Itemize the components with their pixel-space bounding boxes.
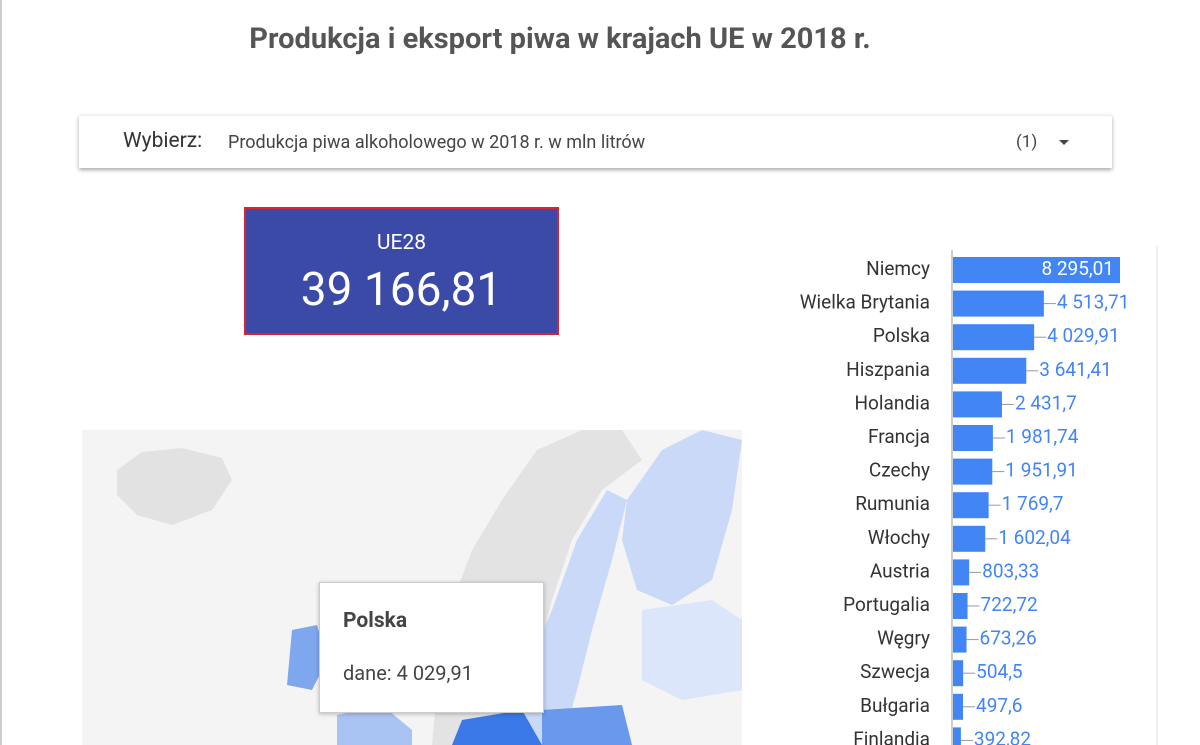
bar (953, 425, 993, 451)
value-label: 2 431,7 (1015, 391, 1077, 414)
category-label: Francja (868, 425, 930, 448)
value-label: 3 641,41 (1039, 358, 1112, 381)
bar (953, 727, 961, 745)
category-label: Hiszpania (846, 358, 930, 381)
value-label: 803,33 (982, 559, 1039, 582)
kpi-box: UE28 39 166,81 (244, 207, 559, 335)
category-label: Portugalia (843, 593, 930, 616)
iceland (117, 448, 232, 525)
category-label: Szwecja (860, 660, 930, 683)
value-label: 722,72 (981, 593, 1038, 616)
tooltip-text: dane: 4 029,91 (343, 661, 473, 685)
bar (953, 257, 1120, 283)
bar (953, 593, 968, 619)
category-label: Austria (870, 559, 930, 582)
bar (953, 458, 993, 485)
bar (953, 290, 1044, 317)
category-label: Niemcy (866, 257, 930, 280)
bar (953, 693, 964, 720)
value-label: 1 981,74 (1006, 425, 1079, 448)
page-title: Produkcja i eksport piwa w krajach UE w … (249, 22, 871, 56)
poland (452, 710, 542, 745)
selector[interactable]: Wybierz: Produkcja piwa alkoholowego w 2… (79, 115, 1112, 168)
kpi-label: UE28 (376, 231, 427, 255)
value-label: 4 513,71 (1057, 291, 1130, 314)
bar (953, 492, 989, 519)
bar (953, 357, 1027, 384)
category-label: Finlandia (853, 727, 930, 745)
category-label: Wielka Brytania (800, 291, 930, 314)
uk (287, 625, 327, 690)
bar (953, 324, 1035, 351)
value-label: 4 029,91 (1047, 324, 1120, 347)
bar (953, 626, 967, 653)
value-label: 497,6 (976, 694, 1022, 717)
category-label: Czechy (869, 459, 930, 482)
tooltip: Polska dane: 4 029,91 (319, 582, 544, 713)
bar-chart: Niemcy 8 295,01 Wielka Brytania 4 513,71 Pol… (800, 245, 1158, 745)
selector-count: (1) (1016, 132, 1038, 152)
value-label: 673,26 (980, 627, 1037, 650)
bar (953, 391, 1002, 418)
bar (953, 660, 964, 687)
category-label: Rumunia (855, 492, 930, 515)
bar (953, 559, 970, 586)
category-label: Włochy (868, 526, 930, 549)
denmark (337, 705, 412, 745)
value-label: 8 295,01 (1041, 257, 1114, 280)
selector-value[interactable]: Produkcja piwa alkoholowego w 2018 r. w … (228, 132, 646, 153)
selector-label: Wybierz: (123, 129, 203, 153)
lithuania (542, 705, 632, 745)
value-label: 504,5 (976, 660, 1022, 683)
category-label: Polska (873, 324, 930, 347)
category-label: Holandia (854, 391, 930, 414)
dropdown-arrow[interactable] (1059, 140, 1069, 145)
tooltip-title: Polska (343, 609, 408, 633)
value-label: 1 769,7 (1002, 492, 1064, 515)
value-label: 392,82 (974, 727, 1031, 745)
kpi-value: 39 166,81 (300, 263, 503, 317)
category-label: Węgry (877, 627, 930, 650)
bar (953, 525, 986, 552)
baltics (642, 600, 742, 700)
value-label: 1 602,04 (998, 526, 1071, 549)
value-label: 1 951,91 (1005, 459, 1078, 482)
finland (622, 430, 742, 605)
category-label: Bułgaria (860, 694, 930, 717)
